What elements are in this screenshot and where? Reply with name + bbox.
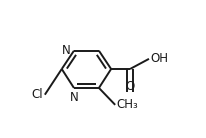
Text: N: N [70, 91, 78, 104]
Text: CH₃: CH₃ [117, 98, 138, 111]
Text: O: O [125, 80, 135, 93]
Text: OH: OH [150, 52, 168, 65]
Text: Cl: Cl [31, 88, 43, 101]
Text: N: N [62, 44, 70, 57]
